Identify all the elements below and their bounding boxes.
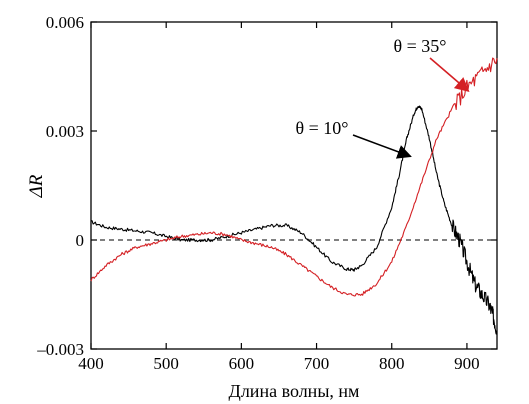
plot-frame bbox=[90, 21, 498, 350]
y-axis-label: ΔR bbox=[26, 174, 47, 198]
x-tick-label: 600 bbox=[229, 354, 255, 373]
x-tick-label: 500 bbox=[153, 354, 179, 373]
x-axis-label: Длина волны, нм bbox=[229, 381, 360, 401]
annotation-label: θ = 10° bbox=[296, 118, 349, 138]
x-tick-label: 800 bbox=[379, 354, 405, 373]
x-tick-label: 400 bbox=[78, 354, 104, 373]
y-axis-ticks: –0.003 0 0.003 0.006 bbox=[36, 13, 497, 359]
y-tick-label: –0.003 bbox=[36, 340, 84, 359]
x-tick-label: 700 bbox=[304, 354, 330, 373]
x-tick-label: 900 bbox=[454, 354, 480, 373]
x-axis-ticks: 400 500 600 700 800 900 bbox=[78, 22, 480, 373]
series-line bbox=[90, 57, 498, 297]
y-tick-label: 0 bbox=[76, 231, 85, 250]
annotation-layer: θ = 10° θ = 35° bbox=[296, 36, 470, 159]
annotation-arrow bbox=[352, 134, 412, 159]
series-layer bbox=[90, 57, 498, 335]
series-line bbox=[90, 105, 498, 335]
y-tick-label: 0.006 bbox=[46, 13, 84, 32]
annotation-label: θ = 35° bbox=[394, 36, 447, 56]
annotation-arrow bbox=[429, 57, 470, 92]
y-tick-label: 0.003 bbox=[46, 122, 84, 141]
